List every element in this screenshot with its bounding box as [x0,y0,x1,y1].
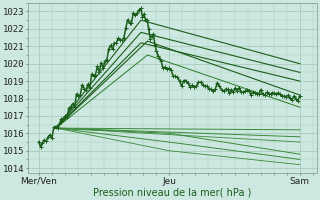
X-axis label: Pression niveau de la mer( hPa ): Pression niveau de la mer( hPa ) [93,187,252,197]
